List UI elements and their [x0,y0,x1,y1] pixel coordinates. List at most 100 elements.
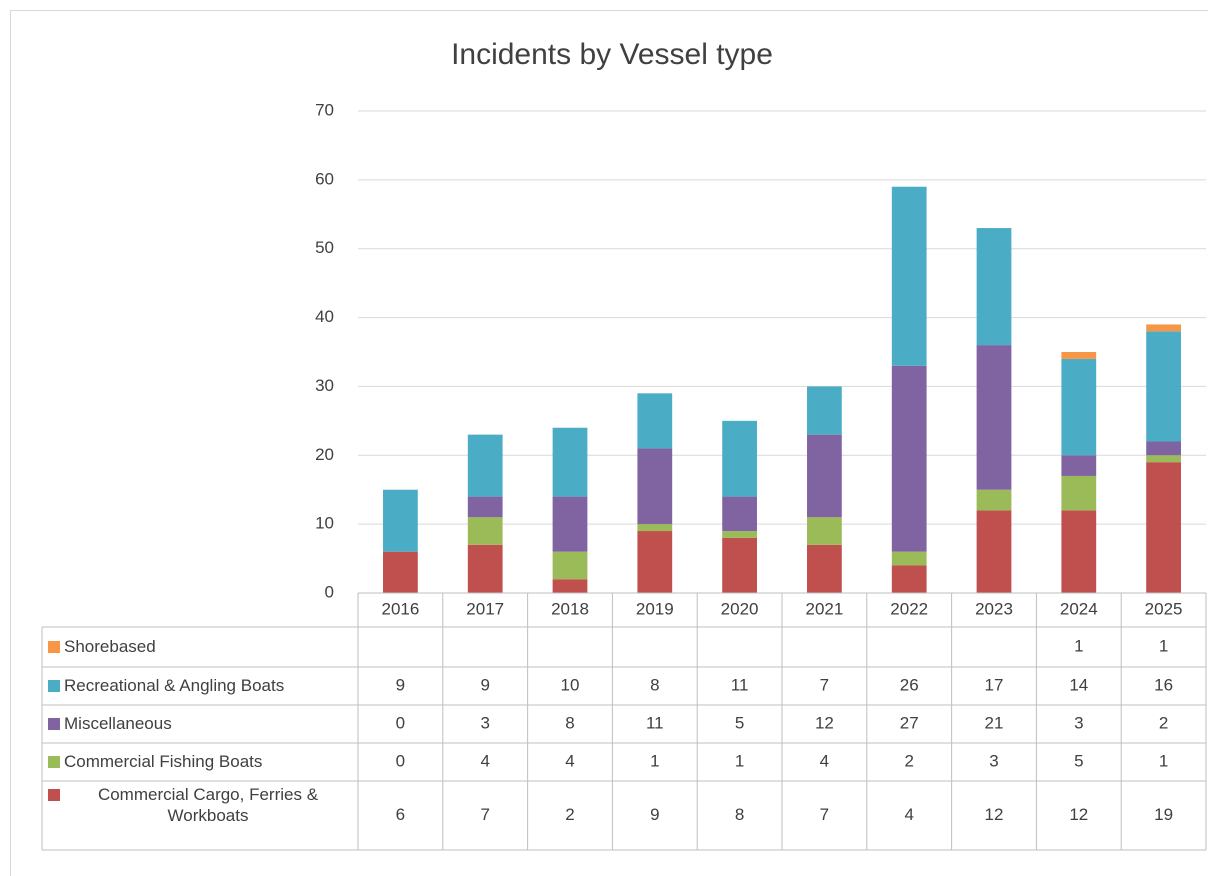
table-value: 11 [731,675,749,694]
bar-segment [1146,324,1181,332]
table-value: 1 [1159,751,1168,770]
table-value: 8 [735,805,744,824]
table-value: 1 [1159,636,1168,655]
table-value: 4 [480,751,489,770]
bar-segment [1061,352,1097,359]
bar-segment [976,489,1012,511]
y-tick-label: 50 [315,238,334,257]
table-value: 7 [820,805,829,824]
table-value: 14 [1069,675,1088,694]
table-value: 8 [565,713,574,732]
table-value: 4 [904,805,913,824]
y-tick-label: 40 [315,307,334,326]
bar-segment [1061,358,1097,456]
x-tick-label: 2020 [721,599,759,618]
y-tick-label: 20 [315,445,334,464]
table-value: 8 [650,675,659,694]
table-value: 12 [985,805,1004,824]
x-tick-label: 2021 [805,599,843,618]
bar-segment [722,537,757,593]
table-value: 12 [815,713,834,732]
bar-segment [891,365,927,552]
table-value: 1 [650,751,659,770]
y-tick-label: 30 [315,376,334,395]
table-value: 5 [735,713,744,732]
table-value: 9 [650,805,659,824]
bar-segment [1146,331,1181,442]
bar-segment [467,544,503,593]
bar-segment [552,551,588,580]
bar-segment [1146,455,1181,463]
bar-segment [383,551,418,593]
legend-label-box: Recreational & Angling Boats [64,676,285,695]
legend-key [48,641,60,653]
table-value: 1 [735,751,744,770]
legend-label-box: Commercial Cargo, Ferries & Workboats [97,785,319,825]
legend-label: Miscellaneous [64,714,172,733]
y-tick-label: 0 [325,582,334,601]
bar-segment [467,517,503,545]
table-value: 16 [1154,675,1173,694]
table-value: 21 [985,713,1004,732]
bar-segment [891,186,927,366]
table-value: 9 [396,675,405,694]
table-value: 0 [396,713,405,732]
table-value: 2 [565,805,574,824]
table-value: 3 [989,751,998,770]
bar-segment [976,228,1012,346]
bar-segment [807,517,842,545]
legend-label: Recreational & Angling Boats [64,676,285,695]
legend-key [48,680,60,692]
table-value: 9 [480,675,489,694]
bar-segment [552,579,588,593]
table-value: 10 [561,675,580,694]
table-value: 7 [820,675,829,694]
table-value: 2 [1159,713,1168,732]
bar-segment [722,420,757,497]
bar-segment [1061,475,1097,511]
bar-segment [383,489,418,552]
bar-segment [807,386,842,435]
bar-segment [552,427,588,497]
table-value: 1 [1074,636,1083,655]
legend-key [48,756,60,768]
legend-label: Commercial Fishing Boats [64,752,263,771]
bar-segment [807,434,842,518]
table-value: 17 [985,675,1004,694]
bar-segment [1146,441,1181,456]
bar-segment [1146,462,1181,593]
table-value: 4 [820,751,829,770]
table-value: 11 [646,713,664,732]
bar-segment [976,510,1012,593]
table-value: 19 [1154,805,1173,824]
legend-label-box: Shorebased [64,637,156,656]
table-value: 26 [900,675,919,694]
table-value: 7 [480,805,489,824]
x-tick-label: 2025 [1145,599,1183,618]
legend-label: Shorebased [64,637,156,656]
x-tick-label: 2016 [381,599,419,618]
x-tick-label: 2017 [466,599,504,618]
legend-key [48,789,60,801]
y-tick-label: 10 [315,514,334,533]
bar-segment [467,434,503,497]
x-tick-label: 2024 [1060,599,1098,618]
table-value: 27 [900,713,919,732]
x-tick-label: 2023 [975,599,1013,618]
bar-segment [976,345,1012,490]
table-value: 5 [1074,751,1083,770]
chart-title: Incidents by Vessel type [451,38,773,71]
bar-segment [722,531,757,538]
table-value: 3 [480,713,489,732]
bar-segment [552,496,588,552]
table-value: 4 [565,751,574,770]
bar-segment [637,448,673,525]
table-value: 6 [396,805,405,824]
legend-label-box: Commercial Fishing Boats [64,752,263,771]
bar-segment [1061,455,1097,476]
table-value: 0 [396,751,405,770]
bar-segment [722,496,757,532]
bar-segment [807,544,842,593]
bar-segment [637,531,673,593]
legend-label: Commercial Cargo, Ferries & Workboats [97,785,319,825]
